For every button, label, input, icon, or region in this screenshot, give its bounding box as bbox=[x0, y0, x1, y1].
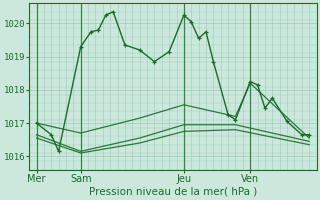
X-axis label: Pression niveau de la mer( hPa ): Pression niveau de la mer( hPa ) bbox=[89, 187, 257, 197]
